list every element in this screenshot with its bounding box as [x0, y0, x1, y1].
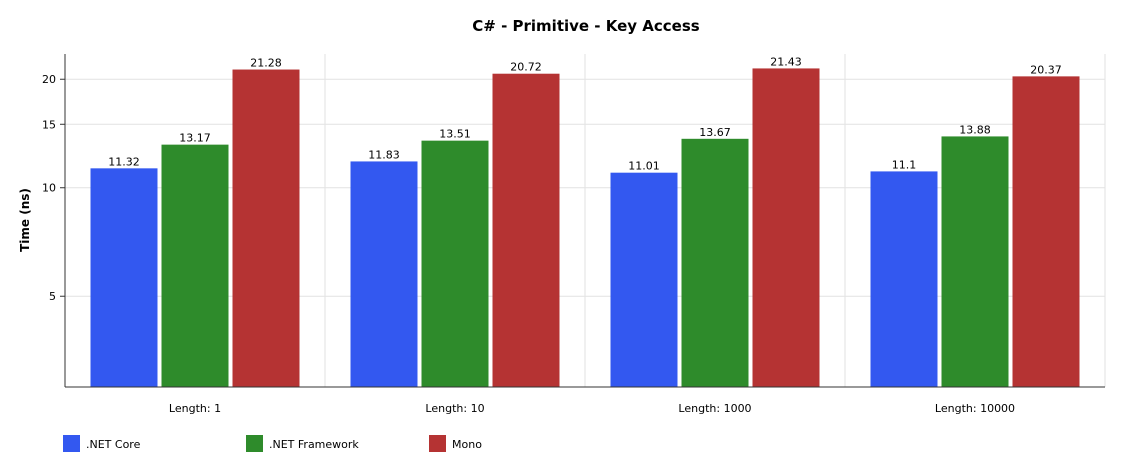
- legend-swatch: [429, 435, 446, 452]
- bar: [161, 144, 229, 387]
- data-label: 11.83: [368, 148, 400, 161]
- x-tick-label: Length: 1: [169, 402, 221, 415]
- x-tick-label: Length: 10000: [935, 402, 1015, 415]
- bar: [232, 69, 300, 387]
- axes: 5 10 15 20 Length: 1 Length: 10 Length: 1000 Le…: [42, 54, 1105, 415]
- chart-title: C# - Primitive - Key Access: [472, 17, 700, 35]
- data-label: 13.67: [699, 126, 731, 139]
- y-tick-label: 5: [49, 290, 56, 303]
- data-label: 20.37: [1030, 63, 1062, 76]
- data-label: 20.72: [510, 61, 542, 74]
- bar: [350, 161, 418, 387]
- bar: [1012, 76, 1080, 388]
- data-label: 21.43: [770, 55, 802, 68]
- data-label: 13.17: [179, 132, 211, 145]
- data-label: 13.88: [959, 123, 991, 136]
- y-tick-label: 15: [42, 118, 56, 131]
- data-label: 11.32: [108, 155, 140, 168]
- legend-label: .NET Framework: [269, 438, 359, 451]
- bar: [492, 73, 560, 388]
- data-label: 21.28: [250, 57, 282, 70]
- y-tick-label: 20: [42, 73, 56, 86]
- bar: [610, 172, 678, 387]
- legend-label: Mono: [452, 438, 482, 451]
- bar: [90, 168, 158, 387]
- bar: [421, 140, 489, 387]
- data-label: 11.1: [892, 158, 917, 171]
- legend-swatch: [246, 435, 263, 452]
- bars: 11.32 13.17 21.28 11.83 13.51 20.72 11.01 13.67…: [90, 55, 1080, 388]
- legend: .NET Core .NET Framework Mono: [63, 435, 482, 452]
- x-tick-label: Length: 1000: [678, 402, 751, 415]
- bar: [941, 136, 1009, 387]
- legend-swatch: [63, 435, 80, 452]
- bar: [681, 138, 749, 387]
- bar: [870, 171, 938, 387]
- data-label: 11.01: [628, 160, 660, 173]
- bar: [752, 68, 820, 387]
- y-tick-label: 10: [42, 182, 56, 195]
- data-label: 13.51: [439, 128, 471, 141]
- x-tick-label: Length: 10: [425, 402, 484, 415]
- legend-label: .NET Core: [86, 438, 141, 451]
- y-axis-label: Time (ns): [18, 188, 32, 252]
